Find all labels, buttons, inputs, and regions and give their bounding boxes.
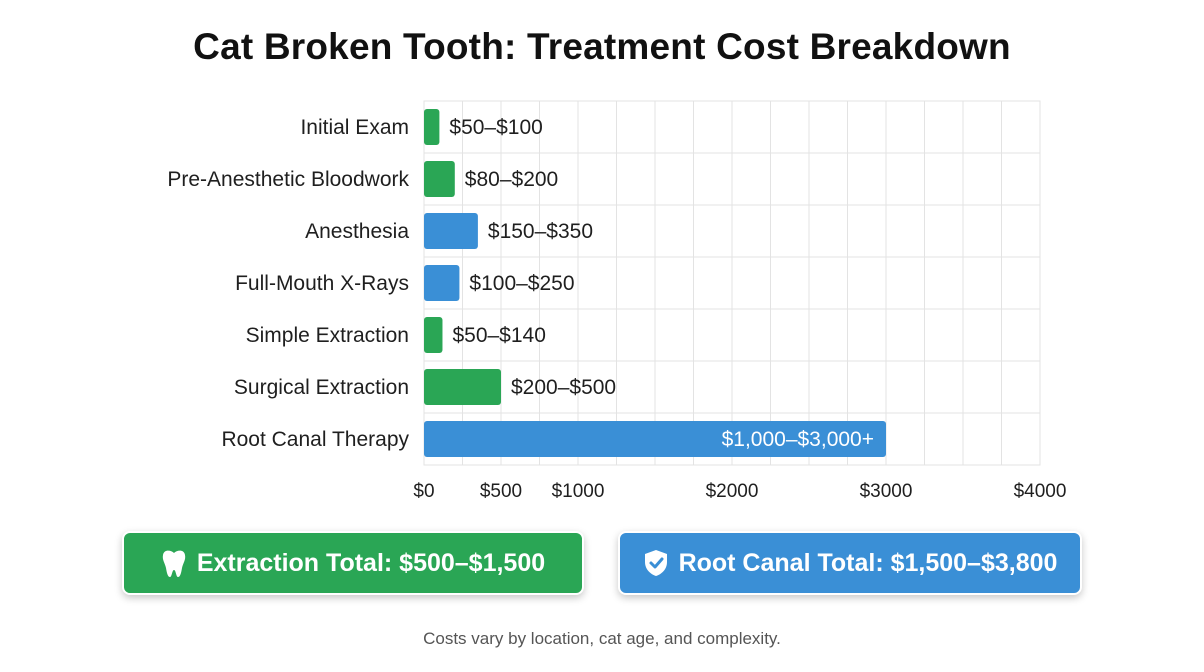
tooth-icon bbox=[161, 548, 187, 578]
x-tick-label: $1000 bbox=[552, 481, 605, 502]
x-tick-label: $4000 bbox=[1014, 481, 1067, 502]
category-label: Pre-Anesthetic Bloodwork bbox=[167, 168, 409, 191]
category-label: Anesthesia bbox=[305, 220, 409, 243]
category-label: Surgical Extraction bbox=[234, 376, 409, 399]
bar-value-label: $150–$350 bbox=[488, 220, 593, 243]
bar bbox=[424, 161, 455, 197]
bar bbox=[424, 317, 443, 353]
bar-value-label: $100–$250 bbox=[469, 272, 574, 295]
extraction-total-card: Extraction Total: $500–$1,500 bbox=[122, 531, 584, 595]
x-tick-label: $500 bbox=[480, 481, 522, 502]
bar bbox=[424, 109, 440, 145]
category-label: Root Canal Therapy bbox=[221, 428, 409, 451]
category-label: Simple Extraction bbox=[246, 324, 409, 347]
root-canal-total-label: Root Canal Total: $1,500–$3,800 bbox=[678, 548, 1058, 577]
bar-value-label: $200–$500 bbox=[511, 376, 616, 399]
bar-value-label: $50–$140 bbox=[452, 324, 545, 347]
bar bbox=[424, 265, 460, 301]
shield-check-icon bbox=[643, 548, 669, 578]
extraction-total-label: Extraction Total: $500–$1,500 bbox=[196, 548, 546, 577]
bar-value-label: $1,000–$3,000+ bbox=[722, 428, 874, 451]
category-label: Initial Exam bbox=[300, 116, 409, 139]
root-canal-total-card: Root Canal Total: $1,500–$3,800 bbox=[618, 531, 1082, 595]
x-tick-label: $0 bbox=[413, 481, 434, 502]
bar-value-label: $80–$200 bbox=[465, 168, 558, 191]
footnote: Costs vary by location, cat age, and com… bbox=[423, 629, 781, 648]
bar-value-label: $50–$100 bbox=[449, 116, 542, 139]
bar-chart: $0 $500 $1000 $2000 $3000 $4000 Initial Exam $5… bbox=[167, 100, 1067, 502]
x-tick-label: $3000 bbox=[860, 481, 913, 502]
bar bbox=[424, 421, 886, 457]
bar bbox=[424, 369, 501, 405]
bar bbox=[424, 213, 478, 249]
category-label: Full-Mouth X-Rays bbox=[235, 272, 409, 295]
chart-title: Cat Broken Tooth: Treatment Cost Breakdo… bbox=[193, 26, 1011, 67]
x-tick-label: $2000 bbox=[706, 481, 759, 502]
